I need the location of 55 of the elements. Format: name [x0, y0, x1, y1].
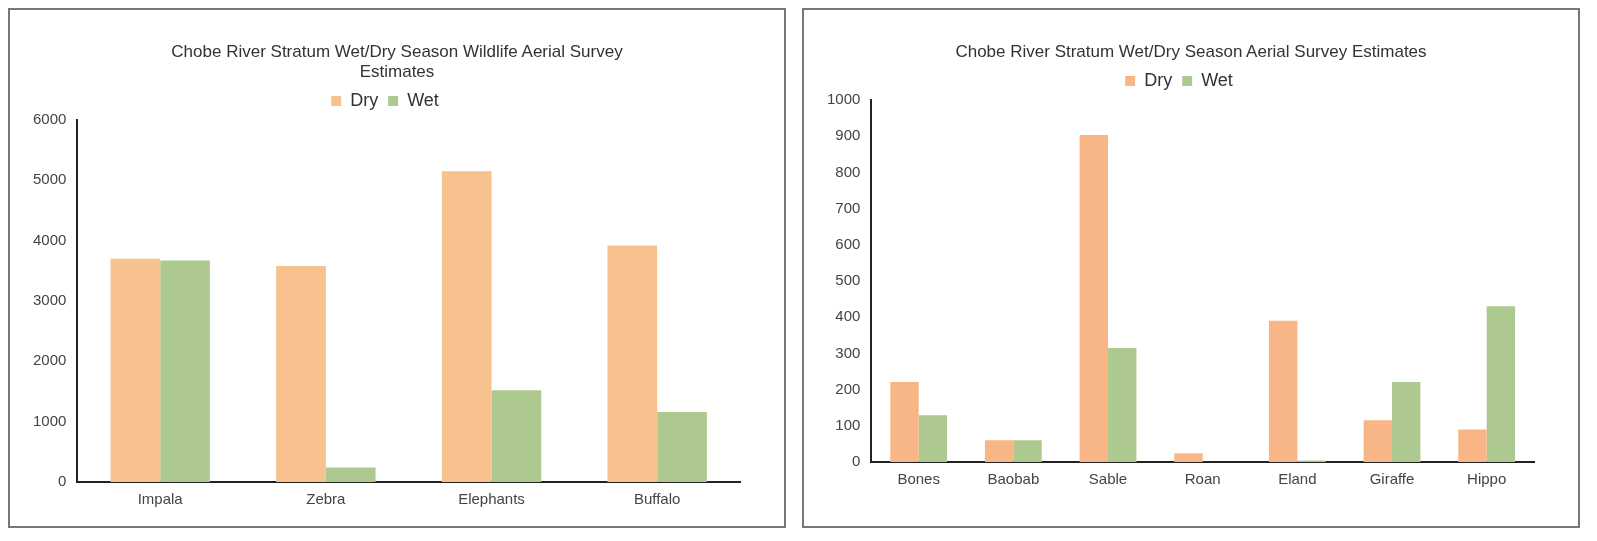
bar: [441, 171, 492, 482]
y-tick-label: 0: [852, 452, 861, 470]
bar: [657, 412, 707, 482]
y-tick-label: 200: [835, 379, 861, 397]
bar: [1108, 347, 1137, 462]
bar: [984, 440, 1014, 462]
bar: [890, 382, 919, 462]
y-tick-label: 6000: [32, 110, 67, 128]
y-tick-label: 2000: [32, 351, 67, 369]
x-tick-label: Buffalo: [633, 490, 681, 508]
y-tick-label: 3000: [32, 291, 67, 309]
bar: [1079, 135, 1109, 462]
x-tick-label: Elephants: [458, 490, 525, 508]
bar: [110, 258, 161, 482]
y-tick-label: 5000: [32, 170, 67, 188]
y-tick-label: 1000: [826, 90, 861, 108]
y-tick-label: 0: [58, 472, 67, 490]
y-tick-label: 4000: [32, 230, 67, 248]
y-tick-label: 300: [835, 343, 861, 361]
y-tick-label: 800: [835, 162, 861, 180]
bar: [1392, 382, 1421, 462]
y-tick-label: 700: [835, 198, 861, 216]
chart-title: Chobe River Stratum Wet/Dry Season Wildlife Aerial Survey Estimates: [170, 42, 624, 82]
x-tick-label: Eland: [1278, 470, 1317, 488]
bar: [1268, 320, 1298, 462]
x-tick-label: Roan: [1184, 470, 1221, 488]
bar: [325, 467, 376, 482]
bar: [491, 390, 542, 482]
legend-label: Dry: [1144, 69, 1173, 90]
y-tick-label: 500: [835, 271, 861, 289]
y-tick-label: 400: [835, 307, 861, 325]
bar: [1174, 453, 1203, 462]
y-tick-label: 900: [835, 126, 861, 144]
x-tick-label: Giraffe: [1369, 470, 1415, 488]
legend-label: Wet: [407, 89, 439, 110]
bar: [1458, 429, 1487, 462]
bar: [918, 415, 948, 462]
y-tick-label: 600: [835, 234, 861, 252]
bar: [1013, 440, 1042, 462]
bar: [160, 260, 210, 482]
x-tick-label: Zebra: [306, 490, 347, 508]
x-tick-label: Baobab: [987, 470, 1040, 488]
x-tick-label: Hippo: [1467, 470, 1507, 488]
chart-title: Chobe River Stratum Wet/Dry Season Aerial Survey Estimates: [954, 42, 1428, 62]
legend-label: Wet: [1201, 69, 1233, 90]
y-tick-label: 1000: [32, 411, 67, 429]
legend-label: Dry: [350, 89, 379, 110]
y-tick-label: 100: [835, 415, 861, 433]
x-tick-label: Sable: [1088, 470, 1128, 488]
x-tick-label: Impala: [137, 490, 184, 508]
bar: [1363, 420, 1393, 462]
bar: [1486, 306, 1516, 462]
bar: [607, 245, 658, 482]
x-tick-label: Bones: [897, 470, 940, 488]
bar: [276, 266, 326, 482]
